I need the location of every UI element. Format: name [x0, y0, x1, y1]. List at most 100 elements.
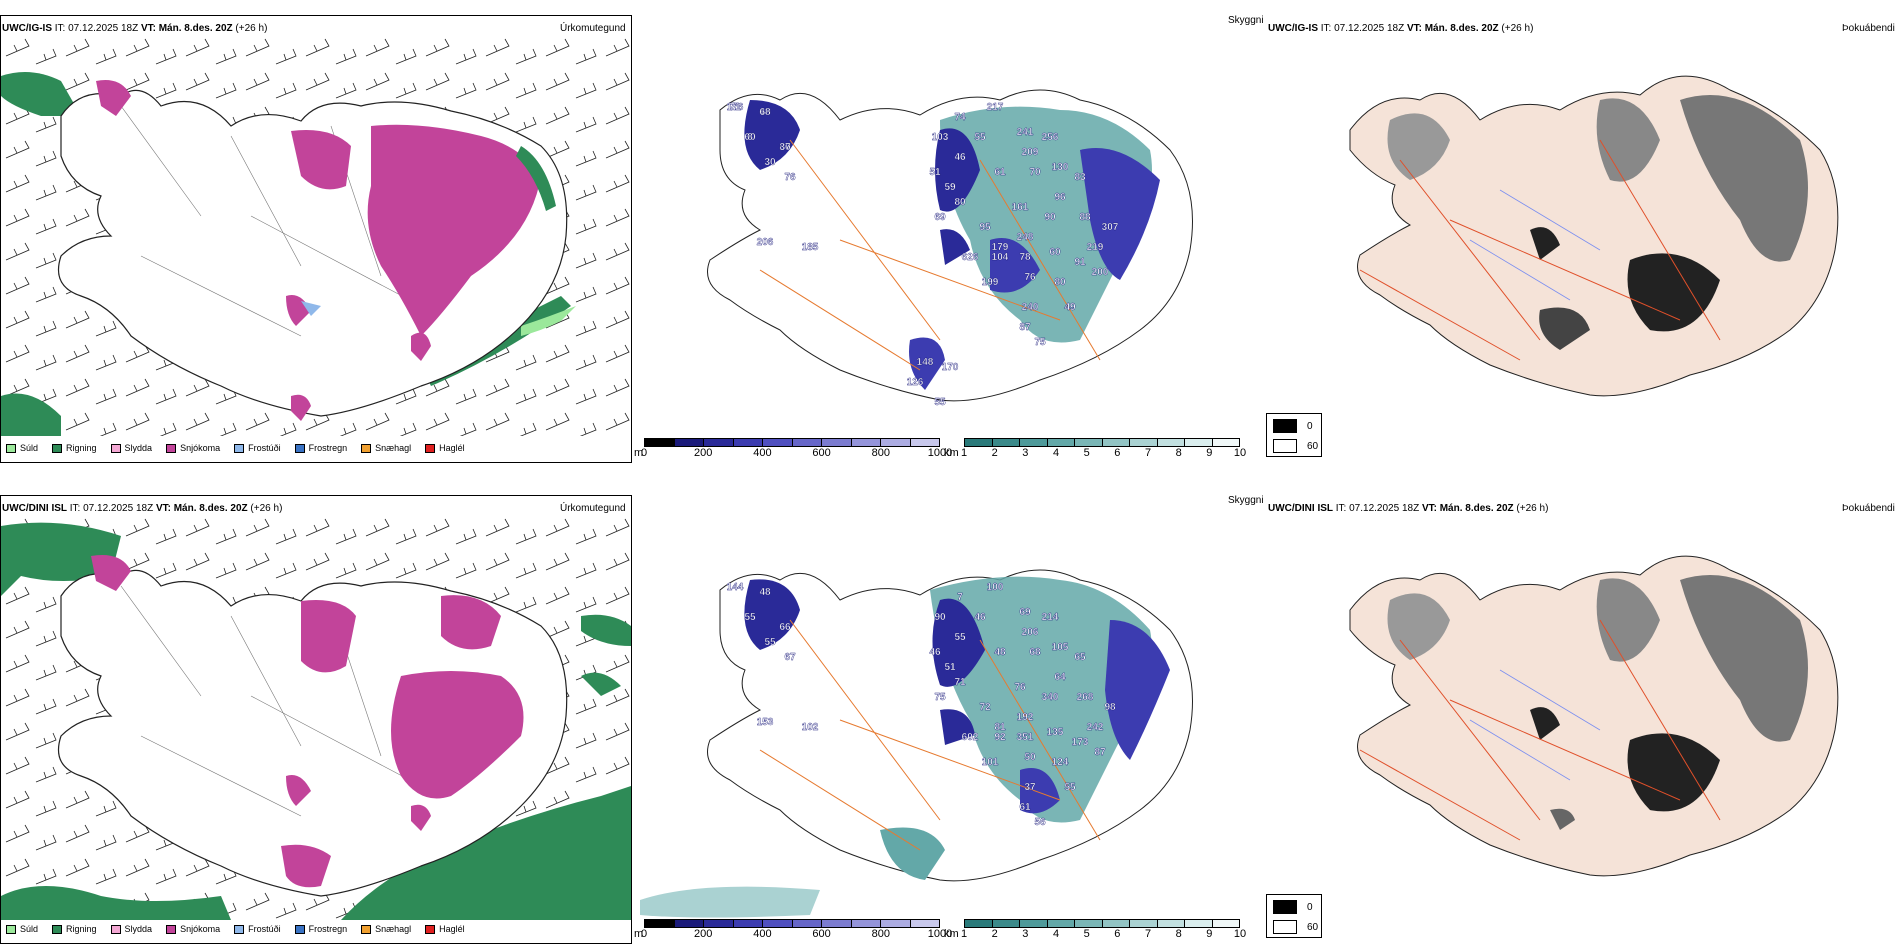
- colorbar-segment: [1212, 920, 1239, 927]
- legend-item: Súld: [6, 443, 38, 453]
- height-value-label: 95: [979, 222, 991, 233]
- colorbar-segment: [792, 439, 822, 446]
- colorbar-segment: [965, 920, 993, 927]
- height-value-label: 50: [1024, 752, 1036, 763]
- tick-label: 200: [694, 928, 713, 940]
- height-value-label: 91: [1074, 257, 1086, 268]
- height-value-label: 49: [1064, 302, 1076, 313]
- height-value-label: 48: [994, 647, 1006, 658]
- height-value-label: 200: [1092, 267, 1109, 278]
- legend-swatch: [425, 443, 436, 453]
- height-value-label: 217: [987, 102, 1004, 113]
- height-unit: m: [634, 447, 644, 459]
- height-value-label: 51: [929, 167, 941, 178]
- height-colorbar: [644, 919, 940, 928]
- height-value-label: 70: [1029, 167, 1041, 178]
- colorbar-segment: [704, 920, 734, 927]
- init-time: IT: 07.12.2025 18Z: [52, 23, 141, 34]
- colorbar-segment: [851, 920, 881, 927]
- colorbar-segment: [763, 920, 793, 927]
- height-value-label: 153: [757, 717, 774, 728]
- legend-swatch: [52, 443, 63, 453]
- height-value-label: 51: [944, 662, 956, 673]
- height-value-label: 60: [744, 132, 756, 143]
- legend-swatch: [425, 924, 436, 934]
- snow-area-north: [291, 130, 351, 190]
- legend-item: Rigning: [52, 924, 97, 934]
- colorbar-segment: [1020, 920, 1048, 927]
- height-value-label: 101: [982, 757, 999, 768]
- legend-item: Frostregn: [294, 443, 347, 453]
- colorbar-segment: [1020, 439, 1048, 446]
- colorbar-segment: [1157, 439, 1185, 446]
- height-value-label: 80: [779, 142, 791, 153]
- colorbar-segment: [1047, 920, 1075, 927]
- height-value-label: 72: [979, 702, 991, 713]
- height-value-label: 71: [729, 102, 741, 113]
- tick-label: 9: [1206, 928, 1213, 940]
- height-value-label: 105: [1052, 642, 1069, 653]
- height-value-label: 83: [1074, 172, 1086, 183]
- tick-label: 0: [640, 928, 648, 940]
- height-value-label: 100: [987, 582, 1004, 593]
- tick-label: 10: [1233, 928, 1247, 940]
- height-value-label: 71: [954, 677, 966, 688]
- height-value-label: 75: [1034, 337, 1046, 348]
- legend-item: Snæhagl: [361, 443, 411, 453]
- height-value-label: 80: [1054, 277, 1066, 288]
- tick-label: 800: [871, 447, 890, 459]
- legend-item: Rigning: [52, 443, 97, 453]
- height-value-label: 626: [962, 252, 979, 263]
- colorbar-segment: [822, 439, 852, 446]
- height-value-label: 81: [994, 722, 1006, 733]
- snow-area-east: [391, 671, 524, 799]
- tick-label: 7: [1144, 928, 1152, 940]
- legend-item: Snæhagl: [361, 924, 411, 934]
- legend-swatch: [110, 924, 121, 934]
- height-value-label: 90: [934, 612, 946, 623]
- fog-label: Þokuábendi: [1842, 23, 1895, 34]
- height-value-label: 340: [1042, 692, 1059, 703]
- highlands-visibility: [930, 576, 1152, 823]
- height-value-label: 60: [1049, 247, 1061, 258]
- height-value-label: 209: [1022, 147, 1039, 158]
- legend-swatch: [361, 924, 372, 934]
- precip-type-label: Úrkomutegund: [560, 503, 626, 514]
- colorbar-segment: [851, 439, 881, 446]
- precip-type-map: [1, 516, 631, 920]
- height-value-label: 67: [784, 652, 796, 663]
- legend-swatch: [294, 443, 305, 453]
- height-value-label: 68: [1029, 647, 1041, 658]
- precip-type-panel-frame: [0, 15, 632, 463]
- colorbar-segment: [822, 920, 852, 927]
- legend-item: Slydda: [110, 443, 152, 453]
- legend-swatch: [6, 443, 16, 453]
- tick-label: 1000: [927, 928, 953, 940]
- height-value-label: 102: [802, 722, 819, 733]
- height-value-label: 256: [1042, 132, 1059, 143]
- height-value-label: 49: [759, 107, 771, 118]
- fog-legend: 0 60: [1266, 894, 1322, 938]
- height-value-label: 76: [1014, 682, 1026, 693]
- colorbar-segment: [733, 439, 763, 446]
- tick-label: 6: [1114, 928, 1121, 940]
- height-value-label: 248: [1017, 232, 1034, 243]
- tick-label: 7: [1144, 447, 1152, 459]
- height-value-label: 173: [1072, 737, 1089, 748]
- height-value-label: 185: [802, 242, 819, 253]
- fog-swatch: [1273, 439, 1297, 453]
- legend-swatch: [166, 924, 177, 934]
- height-value-label: 602: [962, 732, 979, 743]
- height-value-label: 59: [944, 182, 956, 193]
- legend-item: Frostregn: [294, 924, 347, 934]
- height-colorbar: [644, 438, 940, 447]
- fog-legend: 0 60: [1266, 413, 1322, 457]
- legend-item: Slydda: [110, 924, 152, 934]
- tick-label: 5: [1083, 447, 1090, 459]
- height-value-label: 74: [954, 112, 966, 123]
- colorbar-segment: [1102, 439, 1130, 446]
- colorbar-segment: [1047, 439, 1075, 446]
- precip-panel-title: UWC/DINI ISL IT: 07.12.2025 18Z VT: Mán.…: [2, 503, 283, 514]
- height-value-label: 161: [1012, 202, 1029, 213]
